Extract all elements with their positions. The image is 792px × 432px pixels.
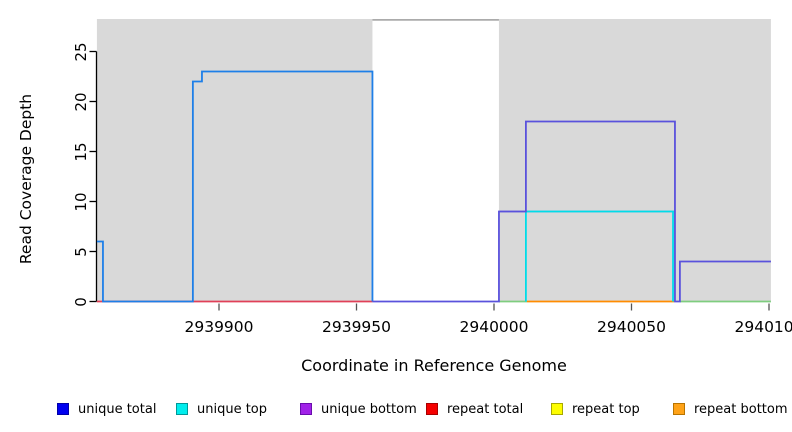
legend-swatch-icon [300,403,312,415]
legend-label: repeat bottom [694,401,788,417]
x-tick-label: 2940000 [459,318,529,336]
legend-item-unique-total: unique total [57,398,156,420]
y-tick-label: 5 [72,246,90,257]
y-tick-label: 20 [72,91,90,112]
legend-label: repeat total [447,401,524,417]
legend-item-repeat-total: repeat total [426,398,523,420]
y-tick-label: 10 [72,191,90,212]
legend-swatch-icon [551,403,563,415]
highlight-region-0 [96,19,373,302]
highlight-region-1 [498,19,771,302]
y-axis-label: Read Coverage Depth [17,93,35,265]
legend-swatch-icon [426,403,438,415]
unique-total-right-line [372,120,771,303]
legend-item-unique-top: unique top [176,398,267,420]
unique-total-left-line [96,70,374,303]
legend-swatch-icon [57,403,69,415]
legend-swatch-icon [176,403,188,415]
x-tick-label: 2940050 [596,318,667,336]
legend-item-unique-bottom: unique bottom [300,398,417,420]
legend-label: repeat top [572,401,640,417]
y-tick-label: 15 [72,141,90,162]
legend-item-repeat-top: repeat top [551,398,640,420]
y-tick-label: 25 [72,41,90,62]
x-tick-label: 2940100 [734,318,792,336]
legend-label: unique total [78,401,157,417]
legend-swatch-icon [673,403,685,415]
x-tick-label: 2939900 [184,318,254,336]
x-tick-label: 2939950 [321,318,392,336]
legend-item-repeat-bottom: repeat bottom [673,398,788,420]
unique-top-step-line [525,210,674,302]
legend: unique total unique top unique bottom repea… [0,398,792,424]
x-axis-label: Coordinate in Reference Genome [301,356,567,375]
legend-label: unique top [197,401,268,417]
y-tick-label: 0 [72,296,90,307]
legend-label: unique bottom [321,401,417,417]
